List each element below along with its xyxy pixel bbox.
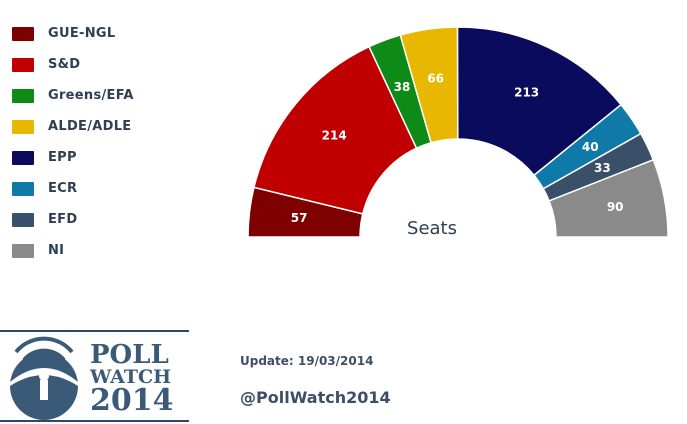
legend-swatch xyxy=(12,88,34,103)
wifi-globe-icon xyxy=(10,336,78,420)
legend-label: ECR xyxy=(48,181,78,196)
update-date: Update: 19/03/2014 xyxy=(240,354,374,368)
segment-value-label: 38 xyxy=(394,80,411,94)
legend-swatch xyxy=(12,119,34,134)
logo-line3: 2014 xyxy=(90,383,174,418)
legend-label: EPP xyxy=(48,150,77,165)
legend-label: S&D xyxy=(48,57,81,72)
legend-label: NI xyxy=(48,243,65,258)
legend-label: EFD xyxy=(48,212,78,227)
segment-s-d xyxy=(253,45,418,215)
legend-item: ECR xyxy=(12,173,212,204)
segment-epp xyxy=(456,26,623,177)
segment-value-label: 40 xyxy=(582,140,599,154)
legend-label: GUE-NGL xyxy=(48,26,116,41)
legend-item: Greens/EFA xyxy=(12,80,212,111)
legend-swatch xyxy=(12,26,34,41)
legend-label: ALDE/ADLE xyxy=(48,119,132,134)
legend-swatch xyxy=(12,150,34,165)
legend-item: EFD xyxy=(12,204,212,235)
legend-swatch xyxy=(12,57,34,72)
legend-swatch xyxy=(12,212,34,227)
segment-value-label: 213 xyxy=(514,85,539,99)
segment-value-label: 33 xyxy=(594,161,611,175)
segment-ni xyxy=(548,158,669,238)
segment-value-label: 57 xyxy=(291,211,308,225)
legend-swatch xyxy=(12,181,34,196)
legend-item: GUE-NGL xyxy=(12,18,212,49)
logo-line2: WATCH xyxy=(90,366,172,388)
center-label: Seats xyxy=(407,218,457,239)
legend-item: NI xyxy=(12,235,212,266)
segment-value-label: 90 xyxy=(607,200,624,214)
legend-swatch xyxy=(12,243,34,258)
twitter-handle: @PollWatch2014 xyxy=(240,388,391,407)
logo-line1: POLL xyxy=(90,340,169,370)
pollwatch-logo: POLL WATCH 2014 xyxy=(0,330,189,422)
segment-value-label: 214 xyxy=(322,129,347,143)
legend-item: EPP xyxy=(12,142,212,173)
legend-item: S&D xyxy=(12,49,212,80)
segment-value-label: 66 xyxy=(427,72,444,86)
legend-item: ALDE/ADLE xyxy=(12,111,212,142)
chart-legend: GUE-NGL S&D Greens/EFA ALDE/ADLE EPP ECR EFD NI xyxy=(12,18,212,266)
legend-label: Greens/EFA xyxy=(48,88,134,103)
